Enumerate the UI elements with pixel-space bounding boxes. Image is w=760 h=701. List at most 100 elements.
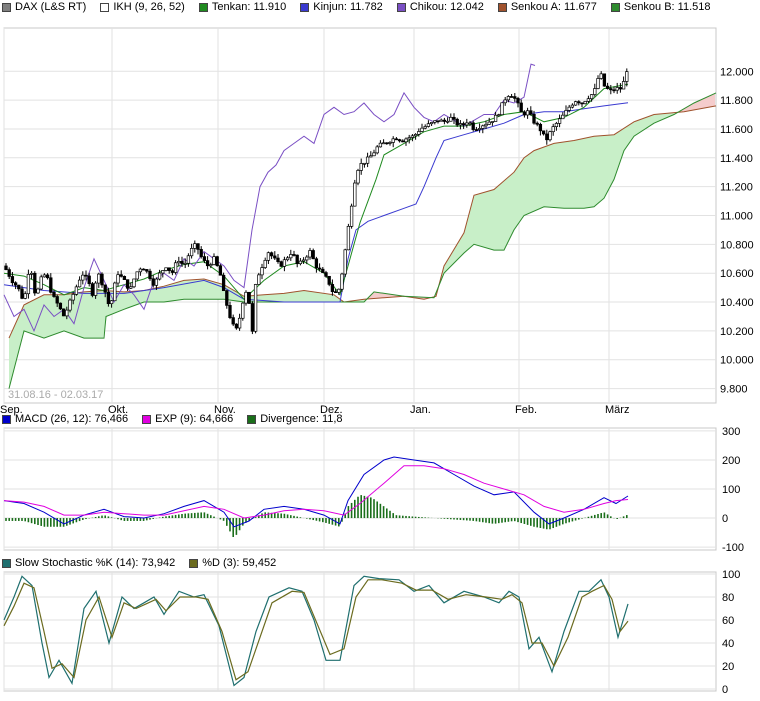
- candle-body: [353, 182, 357, 207]
- candle-body: [461, 123, 466, 126]
- legend-label: Slow Stochastic %K (14): 73,942: [15, 557, 176, 569]
- candle-body: [132, 278, 136, 288]
- candle-body: [477, 128, 482, 130]
- candle-body: [509, 96, 514, 98]
- legend-label: EXP (9): 64,666: [155, 413, 234, 425]
- y-tick-label: 10.600: [720, 268, 754, 280]
- candle-body: [100, 273, 104, 286]
- y-tick-label: 300: [722, 426, 740, 438]
- legend-swatch: [189, 558, 199, 568]
- senkou-a-line: [8, 105, 717, 339]
- candle-body: [593, 88, 597, 95]
- candle-body: [74, 286, 79, 295]
- candle-body: [413, 134, 418, 137]
- candle-body: [471, 122, 475, 130]
- y-tick-label: 60: [722, 615, 734, 627]
- candle-body: [349, 205, 354, 227]
- candle-body: [381, 142, 386, 145]
- candle-body: [234, 323, 239, 329]
- candle-body: [609, 88, 613, 91]
- candle-body: [77, 279, 82, 288]
- y-tick-label: 100: [722, 569, 740, 581]
- candle-body: [49, 277, 53, 293]
- candle-body: [225, 290, 229, 306]
- candle-body: [218, 265, 223, 276]
- legend-label: Senkou B: 11.518: [623, 1, 711, 13]
- candle-body: [119, 274, 123, 277]
- candle-body: [465, 122, 469, 126]
- candle-body: [237, 317, 242, 329]
- date-range-label: 31.08.16 - 02.03.17: [8, 389, 103, 401]
- candle-body: [33, 272, 37, 294]
- candle-body: [193, 243, 197, 249]
- x-tick-label: Dez.: [320, 404, 343, 416]
- legend-label: Chikou: 12.042: [409, 1, 484, 13]
- candle-body: [433, 120, 437, 123]
- candle-body: [538, 123, 543, 132]
- candle-body: [285, 257, 290, 261]
- candle-body: [71, 294, 75, 301]
- candle-body: [241, 302, 245, 319]
- x-tick-label: Nov.: [214, 404, 236, 416]
- y-tick-label: -100: [722, 542, 744, 554]
- legend-label: IKH (9, 26, 52): [113, 1, 185, 13]
- candle-body: [580, 102, 584, 105]
- candle-body: [436, 120, 440, 123]
- candle-body: [551, 126, 555, 133]
- legend-swatch: [396, 2, 406, 12]
- candle-body: [343, 249, 347, 275]
- candle-body: [289, 254, 293, 259]
- candle-body: [564, 110, 568, 116]
- legend-entry: IKH (9, 26, 52): [100, 1, 185, 13]
- legend-swatch: [2, 558, 11, 568]
- main-legend: DAX (L&S RT) IKH (9, 26, 52) Tenkan: 11.91…: [2, 0, 725, 14]
- legend-label: %D (3): 59,452: [202, 557, 277, 569]
- legend-entry: EXP (9): 64,666: [142, 413, 233, 425]
- candle-body: [17, 284, 21, 290]
- candle-body: [7, 269, 11, 277]
- candle-body: [263, 259, 267, 268]
- legend-label: MACD (26, 12): 76,466: [15, 413, 129, 425]
- cloud-segment: [439, 111, 679, 286]
- candle-body: [52, 291, 56, 297]
- legend-swatch: [2, 2, 11, 12]
- candle-body: [605, 85, 610, 89]
- legend-swatch: [2, 414, 11, 424]
- candle-body: [490, 121, 495, 123]
- y-tick-label: 11.200: [720, 182, 753, 194]
- candle-body: [189, 248, 194, 257]
- candle-body: [327, 275, 331, 285]
- legend-label: DAX (L&S RT): [15, 1, 87, 13]
- candle-body: [273, 255, 277, 259]
- candle-body: [359, 163, 363, 171]
- stoch-d-line: [3, 579, 629, 681]
- candle-body: [615, 87, 619, 91]
- legend-entry: DAX (L&S RT): [2, 1, 86, 13]
- candle-body: [292, 254, 296, 256]
- candle-body: [157, 272, 162, 280]
- candle-body: [129, 286, 133, 289]
- candle-body: [65, 309, 69, 317]
- candle-body: [199, 249, 203, 257]
- candle-body: [513, 96, 517, 99]
- y-tick-label: 0: [722, 684, 728, 696]
- candle-body: [429, 122, 434, 125]
- candle-body: [404, 138, 408, 143]
- candle-body: [26, 274, 31, 295]
- candle-body: [68, 299, 72, 311]
- candle-body: [138, 268, 143, 273]
- x-tick-label: März: [605, 404, 629, 416]
- candle-body: [599, 73, 603, 79]
- candle-body: [295, 254, 299, 265]
- candle-body: [365, 156, 370, 164]
- candle-body: [554, 123, 559, 127]
- candle-body: [455, 118, 459, 126]
- y-tick-label: 10.000: [720, 355, 754, 367]
- candle-body: [205, 260, 210, 267]
- candle-body: [228, 305, 232, 318]
- candle-body: [257, 274, 261, 285]
- legend-entry: Senkou A: 11.677: [497, 1, 597, 13]
- candle-body: [20, 288, 24, 299]
- legend-label: Kinjun: 11.782: [313, 1, 383, 13]
